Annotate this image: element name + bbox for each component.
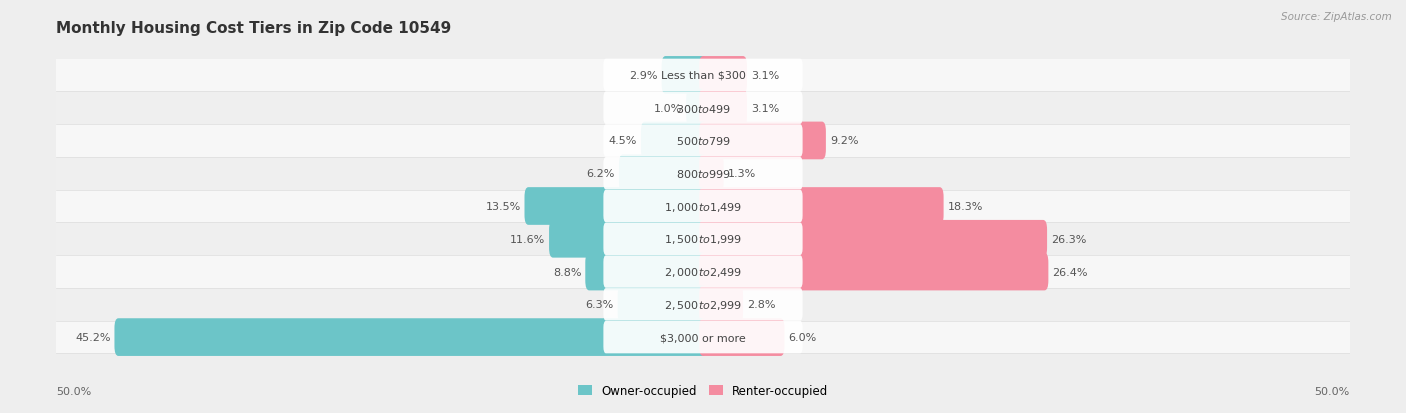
- FancyBboxPatch shape: [603, 321, 803, 354]
- Text: $800 to $999: $800 to $999: [675, 168, 731, 180]
- FancyBboxPatch shape: [603, 223, 803, 255]
- FancyBboxPatch shape: [114, 318, 707, 356]
- Text: $500 to $799: $500 to $799: [675, 135, 731, 147]
- FancyBboxPatch shape: [603, 92, 803, 125]
- FancyBboxPatch shape: [619, 155, 707, 192]
- FancyBboxPatch shape: [603, 288, 803, 321]
- Text: 2.8%: 2.8%: [747, 299, 776, 310]
- Text: 50.0%: 50.0%: [1315, 387, 1350, 396]
- Text: $1,500 to $1,999: $1,500 to $1,999: [664, 233, 742, 246]
- Bar: [56, 125, 1350, 157]
- FancyBboxPatch shape: [699, 122, 825, 160]
- FancyBboxPatch shape: [662, 57, 707, 95]
- Bar: [56, 223, 1350, 256]
- Text: 45.2%: 45.2%: [75, 332, 111, 342]
- FancyBboxPatch shape: [699, 155, 724, 192]
- FancyBboxPatch shape: [524, 188, 707, 225]
- FancyBboxPatch shape: [603, 190, 803, 223]
- Text: Monthly Housing Cost Tiers in Zip Code 10549: Monthly Housing Cost Tiers in Zip Code 1…: [56, 21, 451, 36]
- Text: 6.2%: 6.2%: [586, 169, 614, 179]
- Text: Less than $300: Less than $300: [661, 71, 745, 81]
- FancyBboxPatch shape: [699, 188, 943, 225]
- FancyBboxPatch shape: [603, 158, 803, 190]
- FancyBboxPatch shape: [699, 286, 744, 323]
- FancyBboxPatch shape: [550, 221, 707, 258]
- Bar: [56, 157, 1350, 190]
- FancyBboxPatch shape: [603, 256, 803, 288]
- Text: 1.3%: 1.3%: [727, 169, 756, 179]
- Bar: [56, 321, 1350, 354]
- Text: 13.5%: 13.5%: [485, 202, 520, 211]
- Text: 1.0%: 1.0%: [654, 103, 682, 114]
- FancyBboxPatch shape: [686, 90, 707, 127]
- Text: 3.1%: 3.1%: [751, 103, 779, 114]
- Text: 26.3%: 26.3%: [1050, 234, 1087, 244]
- Text: 2.9%: 2.9%: [630, 71, 658, 81]
- Text: 6.3%: 6.3%: [585, 299, 614, 310]
- FancyBboxPatch shape: [699, 221, 1047, 258]
- Text: 9.2%: 9.2%: [830, 136, 858, 146]
- Bar: [56, 256, 1350, 288]
- FancyBboxPatch shape: [603, 125, 803, 157]
- Text: 26.4%: 26.4%: [1052, 267, 1088, 277]
- Bar: [56, 59, 1350, 92]
- Text: 3.1%: 3.1%: [751, 71, 779, 81]
- Text: $1,000 to $1,499: $1,000 to $1,499: [664, 200, 742, 213]
- Text: 6.0%: 6.0%: [789, 332, 817, 342]
- FancyBboxPatch shape: [699, 253, 1049, 291]
- FancyBboxPatch shape: [699, 318, 785, 356]
- Text: 18.3%: 18.3%: [948, 202, 983, 211]
- Text: 50.0%: 50.0%: [56, 387, 91, 396]
- Text: $3,000 or more: $3,000 or more: [661, 332, 745, 342]
- Bar: [56, 288, 1350, 321]
- Bar: [56, 92, 1350, 125]
- Text: 4.5%: 4.5%: [609, 136, 637, 146]
- Text: 8.8%: 8.8%: [553, 267, 582, 277]
- FancyBboxPatch shape: [585, 253, 707, 291]
- Text: Source: ZipAtlas.com: Source: ZipAtlas.com: [1281, 12, 1392, 22]
- FancyBboxPatch shape: [699, 90, 747, 127]
- Text: $300 to $499: $300 to $499: [675, 102, 731, 114]
- Bar: [56, 190, 1350, 223]
- FancyBboxPatch shape: [641, 122, 707, 160]
- Legend: Owner-occupied, Renter-occupied: Owner-occupied, Renter-occupied: [572, 379, 834, 401]
- FancyBboxPatch shape: [699, 57, 747, 95]
- Text: $2,000 to $2,499: $2,000 to $2,499: [664, 266, 742, 278]
- Text: 11.6%: 11.6%: [510, 234, 546, 244]
- FancyBboxPatch shape: [617, 286, 707, 323]
- FancyBboxPatch shape: [603, 59, 803, 92]
- Text: $2,500 to $2,999: $2,500 to $2,999: [664, 298, 742, 311]
